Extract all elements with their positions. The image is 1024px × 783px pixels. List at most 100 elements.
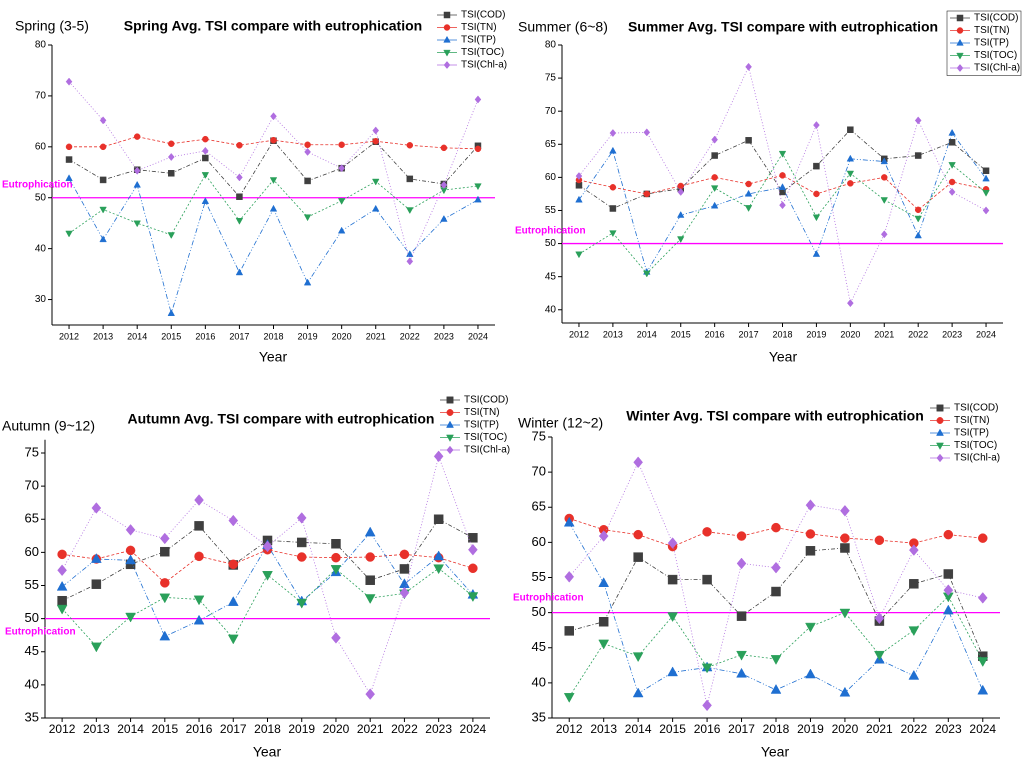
- series-line: [568, 595, 984, 698]
- data-point: [56, 580, 68, 591]
- data-point: [303, 278, 312, 286]
- data-point: [840, 533, 850, 543]
- data-point: [193, 614, 205, 625]
- data-point: [564, 626, 574, 636]
- x-tick-label: 2020: [832, 722, 859, 736]
- legend-marker: [446, 409, 454, 416]
- series-line: [569, 518, 983, 548]
- data-point: [778, 183, 787, 190]
- legend-label: TSI(TP): [461, 35, 496, 46]
- x-tick-label: 2015: [161, 331, 181, 341]
- data-point: [474, 145, 482, 153]
- data-point: [847, 299, 854, 308]
- data-point: [372, 204, 380, 212]
- data-point: [813, 162, 820, 170]
- chart-title: Summer Avg. TSI compare with eutrophicat…: [628, 19, 938, 35]
- data-point: [736, 650, 747, 661]
- y-tick-label: 70: [532, 464, 546, 479]
- data-point: [563, 516, 575, 527]
- data-point: [99, 116, 107, 125]
- legend-label: TSI(COD): [461, 10, 505, 21]
- y-tick-label: 75: [532, 428, 546, 443]
- y-tick-label: 70: [25, 478, 39, 493]
- x-tick-label: 2012: [556, 722, 583, 736]
- data-point: [982, 189, 990, 197]
- data-point: [159, 630, 171, 641]
- data-point: [847, 180, 854, 187]
- data-point: [194, 494, 204, 506]
- series-line: [68, 81, 479, 263]
- data-point: [133, 220, 141, 228]
- data-point: [771, 586, 781, 597]
- data-point: [331, 552, 341, 563]
- legend-label: TSI(TN): [974, 25, 1010, 36]
- data-point: [564, 571, 575, 583]
- data-point: [168, 170, 175, 177]
- data-point: [125, 612, 136, 623]
- x-axis-title: Year: [253, 744, 282, 760]
- data-point: [943, 569, 954, 579]
- data-point: [160, 546, 170, 557]
- x-tick-label: 2023: [942, 329, 962, 339]
- data-point: [468, 563, 478, 574]
- x-tick-label: 2019: [288, 722, 315, 736]
- x-tick-label: 2020: [840, 329, 860, 339]
- data-point: [201, 197, 210, 204]
- data-point: [609, 230, 617, 238]
- data-point: [745, 137, 752, 144]
- data-point: [365, 552, 375, 562]
- reference-label: Eutrophication: [515, 226, 586, 237]
- data-point: [846, 170, 855, 178]
- y-tick-label: 80: [35, 40, 47, 51]
- x-tick-label: 2014: [117, 722, 144, 736]
- data-point: [736, 531, 747, 541]
- data-point: [372, 126, 380, 135]
- data-point: [977, 684, 989, 695]
- data-point: [702, 574, 712, 585]
- x-tick-label: 2014: [637, 329, 657, 339]
- data-point: [805, 529, 816, 539]
- y-tick-label: 80: [545, 40, 557, 51]
- data-point: [914, 231, 922, 239]
- data-point: [711, 152, 718, 159]
- data-point: [805, 622, 816, 633]
- data-point: [236, 193, 243, 200]
- x-tick-label: 2024: [976, 329, 996, 339]
- data-point: [840, 543, 850, 553]
- data-point: [90, 553, 102, 563]
- legend-label: TSI(TOC): [974, 50, 1017, 61]
- data-point: [125, 554, 136, 565]
- legend-marker: [446, 396, 454, 404]
- data-point: [874, 535, 885, 546]
- x-tick-label: 2024: [468, 331, 488, 341]
- data-point: [805, 668, 816, 679]
- data-point: [65, 77, 73, 86]
- x-tick-label: 2020: [332, 331, 352, 341]
- data-point: [201, 172, 210, 179]
- data-point: [609, 146, 617, 154]
- x-tick-label: 2016: [694, 722, 721, 736]
- data-point: [942, 604, 954, 615]
- y-tick-label: 65: [25, 511, 39, 526]
- data-point: [193, 595, 205, 606]
- legend-label: TSI(Chl-a): [464, 445, 510, 456]
- chart-title: Spring Avg. TSI compare with eutrophicat…: [124, 18, 422, 34]
- data-point: [296, 537, 307, 548]
- legend-marker: [936, 417, 944, 424]
- data-point: [433, 564, 445, 575]
- data-point: [364, 526, 376, 537]
- data-point: [812, 250, 821, 257]
- data-point: [99, 176, 107, 184]
- data-point: [399, 586, 410, 599]
- reference-label: Eutrophication: [2, 180, 73, 191]
- legend-marker: [936, 428, 944, 436]
- data-point: [908, 626, 920, 637]
- data-point: [202, 154, 209, 162]
- data-point: [65, 174, 73, 182]
- y-tick-label: 60: [25, 544, 39, 559]
- data-point: [99, 143, 107, 151]
- data-point: [812, 214, 821, 222]
- data-point: [677, 236, 685, 244]
- data-point: [745, 62, 752, 71]
- data-point: [227, 634, 239, 645]
